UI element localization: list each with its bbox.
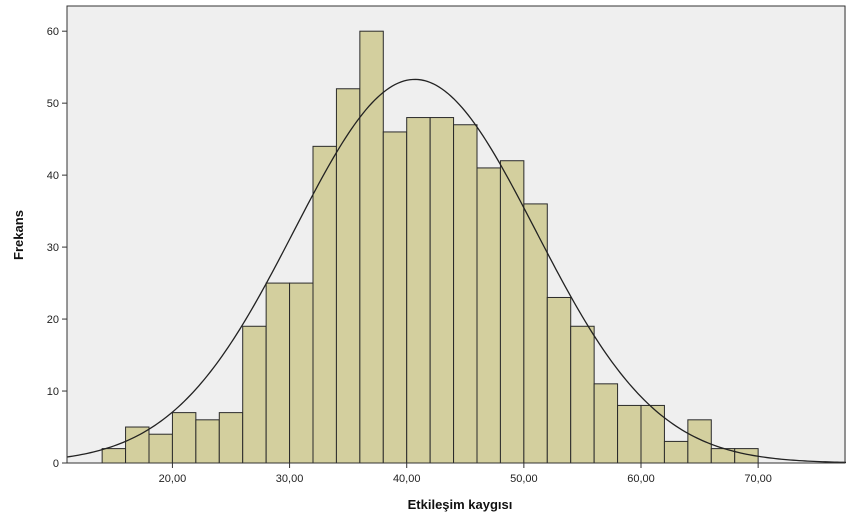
x-tick-label: 30,00 [276,473,304,485]
y-tick-label: 40 [47,170,59,182]
histogram-bar [476,167,501,464]
normal-curve [66,78,846,463]
y-tick-label: 0 [53,458,59,470]
plot-frame [66,5,846,464]
x-tick-label: 70,00 [744,473,772,485]
x-tick-label: 60,00 [627,473,655,485]
histogram-bar [499,160,525,464]
y-tick-label: 20 [47,314,59,326]
histogram-bar [640,404,665,464]
histogram-bar [546,296,572,464]
histogram-bar [171,412,197,464]
histogram-bar [265,282,291,464]
histogram-bar [429,117,455,464]
histogram-bar [148,433,173,464]
histogram-bar [289,282,314,464]
histogram-bar [125,426,150,464]
histogram-bar [335,88,361,464]
y-tick-label: 30 [47,242,59,254]
histogram-bar [406,117,431,464]
histogram-bar [453,124,478,464]
histogram-bar [195,419,220,464]
histogram-bar [593,383,619,464]
histogram-bar [242,325,267,464]
y-axis-title: Frekans [11,210,26,260]
x-tick-label: 50,00 [510,473,538,485]
x-axis-title: Etkileşim kaygısı [408,497,513,512]
y-tick-label: 50 [47,98,59,110]
histogram-bar [570,325,595,464]
histogram-bar [687,419,712,464]
axes-group: 0 10 20 30 40 50 60 20,00 30,00 40,00 50,00 60,00 70… [47,26,772,485]
histogram-bar [663,440,689,464]
histogram-bar [312,145,337,464]
bars-group [101,30,759,464]
histogram-bar [523,203,548,464]
y-tick-label: 60 [47,26,59,38]
histogram-bar [617,404,642,464]
y-tick-label: 10 [47,386,59,398]
histogram-bar [382,131,408,464]
histogram-bar [101,448,127,464]
histogram-bar [218,412,244,464]
x-tick-label: 40,00 [393,473,421,485]
x-tick-label: 20,00 [159,473,187,485]
